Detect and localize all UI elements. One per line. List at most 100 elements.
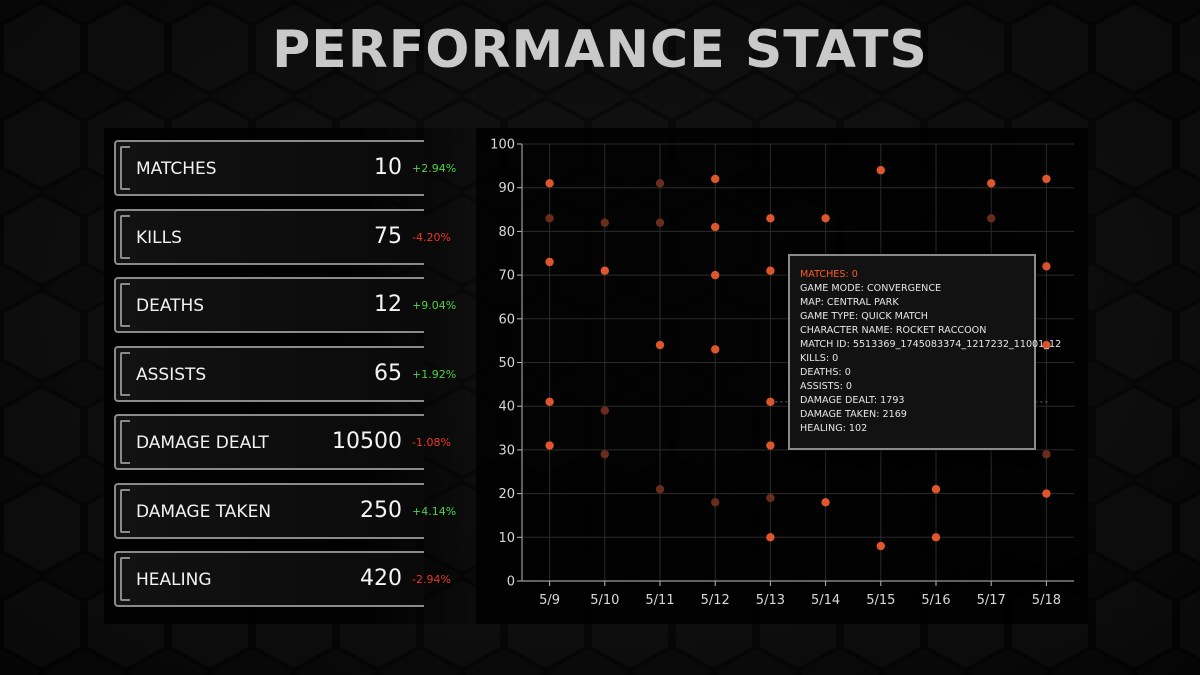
data-point [876, 541, 885, 551]
data-point [711, 174, 720, 184]
stat-card-assists: ASSISTS 65 +1.92% [114, 345, 456, 402]
stat-change-percent: -1.08% [412, 436, 451, 449]
x-tick-label: 5/16 [921, 593, 950, 608]
x-tick-label: 5/9 [539, 593, 560, 608]
stat-change-percent: +2.94% [412, 162, 457, 175]
data-point [766, 441, 775, 450]
tooltip-line: GAME MODE: CONVERGENCE [800, 283, 942, 294]
data-point [766, 397, 775, 407]
y-tick-label: 0 [507, 575, 515, 590]
data-point [1042, 340, 1051, 350]
data-point [545, 214, 554, 223]
tooltip-line: HEALING: 102 [800, 423, 868, 434]
stat-change-percent: +9.04% [412, 299, 457, 312]
y-tick-label: 70 [498, 269, 515, 284]
y-tick-label: 60 [498, 312, 515, 327]
data-point [766, 266, 775, 275]
stat-card-matches: MATCHES 10 +2.94% [114, 140, 456, 196]
stat-change-percent: +4.14% [412, 504, 457, 518]
page-title: PERFORMANCE STATS [272, 20, 928, 80]
data-point [1042, 450, 1051, 459]
stat-label: DAMAGE DEALT [136, 433, 269, 453]
data-point [987, 179, 996, 188]
data-point [655, 340, 665, 350]
tooltip-line: MATCH ID: 5513369_1745083374_1217232_110… [800, 339, 1062, 350]
data-point [1042, 174, 1051, 184]
y-tick-label: 30 [498, 443, 515, 458]
x-tick-label: 5/17 [977, 593, 1006, 608]
stat-label: ASSISTS [136, 364, 207, 385]
x-tick-label: 5/11 [645, 593, 674, 608]
stat-value: 10 [374, 155, 402, 180]
data-point [987, 214, 996, 223]
y-tick-label: 100 [490, 138, 515, 153]
match-tooltip: MATCHES: 0 GAME MODE: CONVERGENCE MAP: CE… [788, 254, 1062, 450]
x-tick-label: 5/10 [590, 593, 619, 608]
data-point [766, 493, 775, 503]
data-point [655, 179, 665, 188]
data-point [711, 345, 720, 354]
data-point [1042, 489, 1051, 498]
y-tick-label: 40 [498, 400, 515, 415]
tooltip-line: KILLS: 0 [800, 353, 839, 364]
y-tick-label: 10 [498, 531, 515, 546]
stat-value: 12 [374, 292, 402, 317]
stats-panel: MATCHES 10 +2.94% KILLS 75 -4.20% DEATHS 12 +9.0… [104, 128, 476, 624]
data-point [655, 485, 665, 494]
data-point [600, 450, 609, 459]
y-tick-label: 20 [498, 487, 515, 502]
stat-label: MATCHES [136, 159, 217, 179]
x-tick-label: 5/14 [811, 593, 840, 608]
stat-label: KILLS [136, 227, 182, 248]
y-tick-label: 80 [498, 225, 515, 240]
data-point [545, 441, 554, 450]
data-point [545, 257, 554, 267]
data-point [876, 166, 885, 175]
data-point [545, 397, 554, 407]
stat-change-percent: -2.94% [412, 573, 451, 586]
stat-change-percent: +1.92% [412, 367, 457, 381]
tooltip-line: DEATHS: 0 [800, 367, 851, 378]
x-tick-label: 5/13 [756, 593, 785, 608]
tooltip-line: GAME TYPE: QUICK MATCH [800, 311, 928, 322]
stat-card-damage-taken: DAMAGE TAKEN 250 +4.14% [114, 482, 456, 539]
stat-value: 10500 [332, 429, 402, 454]
stat-change-percent: -4.20% [412, 230, 451, 244]
y-tick-label: 90 [498, 181, 515, 196]
x-tick-label: 5/18 [1032, 593, 1061, 608]
tooltip-header: MATCHES: 0 [800, 269, 858, 280]
stat-card-kills: KILLS 75 -4.20% [114, 208, 451, 265]
data-point [655, 218, 665, 227]
stat-label: HEALING [136, 570, 212, 590]
data-point [821, 498, 830, 507]
data-point [545, 179, 554, 188]
stat-value: 75 [374, 223, 402, 249]
stat-value: 65 [374, 360, 402, 386]
stat-value: 420 [360, 566, 402, 591]
data-point [766, 214, 775, 223]
tooltip-line: ASSISTS: 0 [800, 381, 852, 392]
data-point [711, 222, 720, 232]
data-point [931, 533, 941, 542]
data-point [600, 218, 609, 227]
stat-card-deaths: DEATHS 12 +9.04% [114, 277, 456, 333]
stat-label: DEATHS [136, 296, 205, 316]
stat-value: 250 [360, 497, 402, 523]
stat-card-healing: HEALING 420 -2.94% [114, 551, 451, 607]
data-point [600, 406, 609, 415]
data-point [821, 214, 830, 223]
scatter-chart-panel[interactable]: 0 10 20 30 40 50 60 70 80 90 100 5/9 5/10 5/11 5/12 5/1… [476, 128, 1088, 624]
stat-label: DAMAGE TAKEN [136, 501, 272, 522]
tooltip-line: MAP: CENTRAL PARK [800, 297, 899, 308]
tooltip-line: CHARACTER NAME: ROCKET RACCOON [800, 325, 987, 336]
data-point [711, 270, 720, 280]
data-point [711, 498, 720, 507]
data-point [600, 266, 609, 275]
data-point [1042, 262, 1051, 271]
tooltip-line: DAMAGE TAKEN: 2169 [800, 409, 907, 420]
x-tick-label: 5/15 [866, 593, 895, 608]
stat-card-damage-dealt: DAMAGE DEALT 10500 -1.08% [114, 414, 451, 470]
tooltip-line: DAMAGE DEALT: 1793 [800, 395, 905, 406]
data-point [931, 485, 941, 494]
y-tick-label: 50 [498, 356, 515, 371]
